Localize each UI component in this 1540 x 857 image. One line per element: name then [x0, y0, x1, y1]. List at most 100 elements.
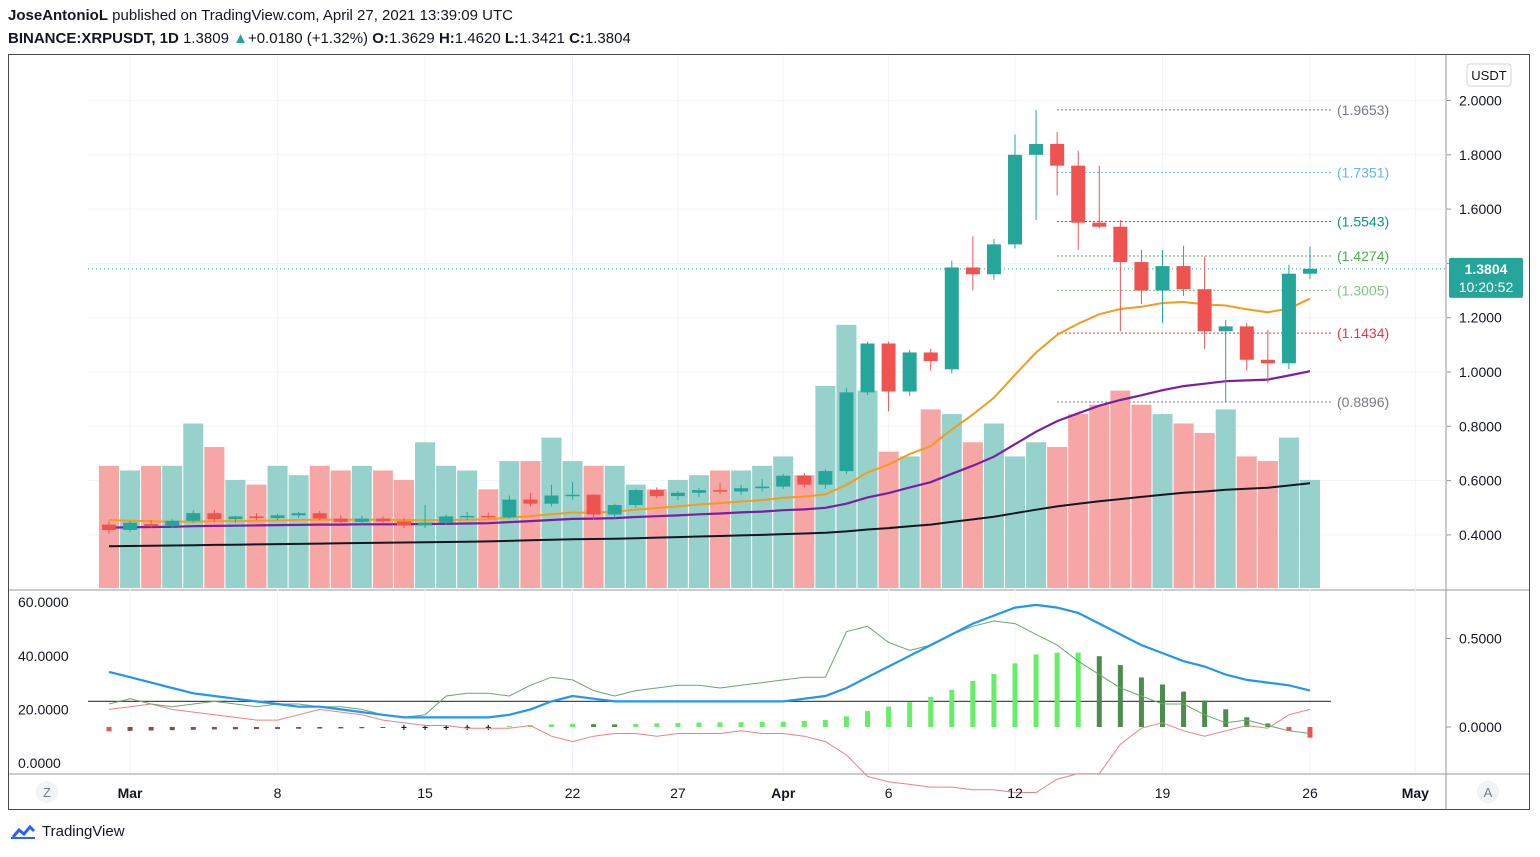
candle-body	[102, 524, 116, 531]
candle-body	[1218, 326, 1233, 332]
ema50-line	[108, 370, 1311, 529]
candle-body	[270, 515, 285, 519]
histogram-bar	[506, 726, 512, 728]
histogram-bar	[380, 727, 386, 728]
volume-bar	[1173, 423, 1194, 588]
histogram-bar	[401, 727, 407, 728]
ema200-line	[108, 482, 1311, 548]
z-scale-button[interactable]	[36, 781, 58, 803]
symbol-legend: BINANCE:XRPUSDT, 1D 1.3809 ▲+0.0180 (+1.…	[8, 30, 631, 47]
volume-bar	[1005, 456, 1026, 588]
candle-body	[1050, 143, 1065, 166]
histogram-bar	[886, 706, 892, 727]
candle-body	[986, 244, 1001, 275]
tradingview-cloud-icon	[11, 824, 36, 839]
volume-bar	[794, 475, 815, 588]
histogram-bar	[422, 727, 428, 728]
volume-bars	[99, 324, 1320, 588]
histogram-bar	[907, 702, 913, 727]
volume-bar	[1278, 437, 1299, 588]
candle-body	[839, 392, 854, 472]
histogram-bar	[612, 724, 618, 727]
volume-bar	[920, 409, 941, 588]
price-tick-label: 2.0000	[1459, 93, 1502, 109]
candle-body	[1113, 226, 1128, 263]
histogram-bar	[253, 727, 259, 730]
volume-bar	[731, 470, 752, 588]
adx-line	[108, 603, 1311, 719]
close-value: 1.3804	[584, 30, 631, 47]
volume-bar	[1194, 432, 1215, 588]
candle-body	[881, 343, 896, 392]
a-scale-button[interactable]	[1477, 781, 1499, 803]
histogram-bar	[780, 721, 786, 727]
axes: 2.00001.80001.60001.40001.20001.00000.80…	[36, 63, 1523, 803]
candle-body	[312, 513, 327, 519]
volume-bar	[1299, 479, 1320, 588]
volume-bar	[983, 423, 1004, 588]
volume-bar	[541, 437, 562, 588]
histogram-bar	[106, 727, 112, 732]
time-axis-label: 15	[417, 785, 433, 801]
candle-body	[1281, 273, 1296, 364]
zero-cross-marker: +	[401, 723, 407, 734]
volume-bar	[225, 479, 246, 588]
last-price-axis-label: 1.3804	[1465, 261, 1508, 277]
histogram-bar	[696, 722, 702, 727]
candle-body	[1092, 222, 1107, 227]
histogram-bar	[1075, 652, 1081, 727]
grid-lines	[9, 55, 1529, 809]
histogram-bar	[1054, 652, 1060, 727]
price-tick-label: 1.2000	[1459, 310, 1502, 326]
volume-bar	[457, 470, 478, 588]
symbol-name[interactable]: BINANCE:XRPUSDT, 1D	[8, 30, 179, 47]
histogram-bar	[1286, 727, 1292, 731]
tradingview-logo[interactable]: TradingView	[10, 823, 125, 840]
volume-bar	[1026, 442, 1047, 588]
author-name[interactable]: JoseAntonioL	[8, 7, 108, 24]
price-tick-label: 0.4000	[1459, 527, 1502, 543]
volume-bar	[267, 465, 288, 588]
volume-bar	[372, 470, 393, 588]
histogram-bar	[591, 724, 597, 727]
time-axis-label: Apr	[771, 785, 796, 801]
volume-bar	[1152, 414, 1173, 588]
fib-level-label: (1.7351)	[1337, 164, 1389, 180]
time-axis-label: May	[1402, 785, 1429, 801]
volume-bar	[857, 390, 878, 588]
di-minus-line	[108, 703, 1311, 793]
volume-bar	[436, 465, 457, 588]
volume-bar	[1047, 447, 1068, 588]
volume-bar	[393, 479, 414, 588]
histogram-bar	[190, 727, 196, 730]
histogram-bar	[928, 696, 934, 727]
candles	[102, 110, 1317, 534]
volume-bar	[752, 465, 773, 588]
histogram-bar	[548, 724, 554, 727]
candle-body	[902, 352, 917, 392]
candle-body	[1239, 326, 1254, 360]
histogram-bar	[275, 727, 281, 729]
fib-level-label: (1.5543)	[1337, 214, 1389, 230]
time-axis-label: 19	[1155, 785, 1171, 801]
volume-bar	[478, 489, 499, 588]
histogram-bar	[759, 722, 765, 727]
indicator-right-tick: 0.5000	[1459, 631, 1502, 647]
candle-body	[691, 490, 706, 493]
histogram-bar	[801, 720, 807, 727]
candle-body	[860, 343, 875, 393]
volume-bar	[1215, 409, 1236, 588]
volume-bar	[604, 465, 625, 588]
indicator-left-tick: 40.0000	[18, 648, 69, 664]
price-tick-label: 1.0000	[1459, 364, 1502, 380]
histogram-bar	[1223, 709, 1229, 727]
volume-bar	[1257, 461, 1278, 588]
fib-level-label: (1.9653)	[1337, 102, 1389, 118]
time-axis-label: 27	[670, 785, 686, 801]
indicator-left-tick: 0.0000	[18, 755, 61, 771]
open-value: 1.3629	[388, 30, 435, 47]
volume-bar	[1236, 456, 1257, 588]
fib-level-label: (1.3005)	[1337, 282, 1389, 298]
last-price: 1.3809	[183, 30, 229, 47]
